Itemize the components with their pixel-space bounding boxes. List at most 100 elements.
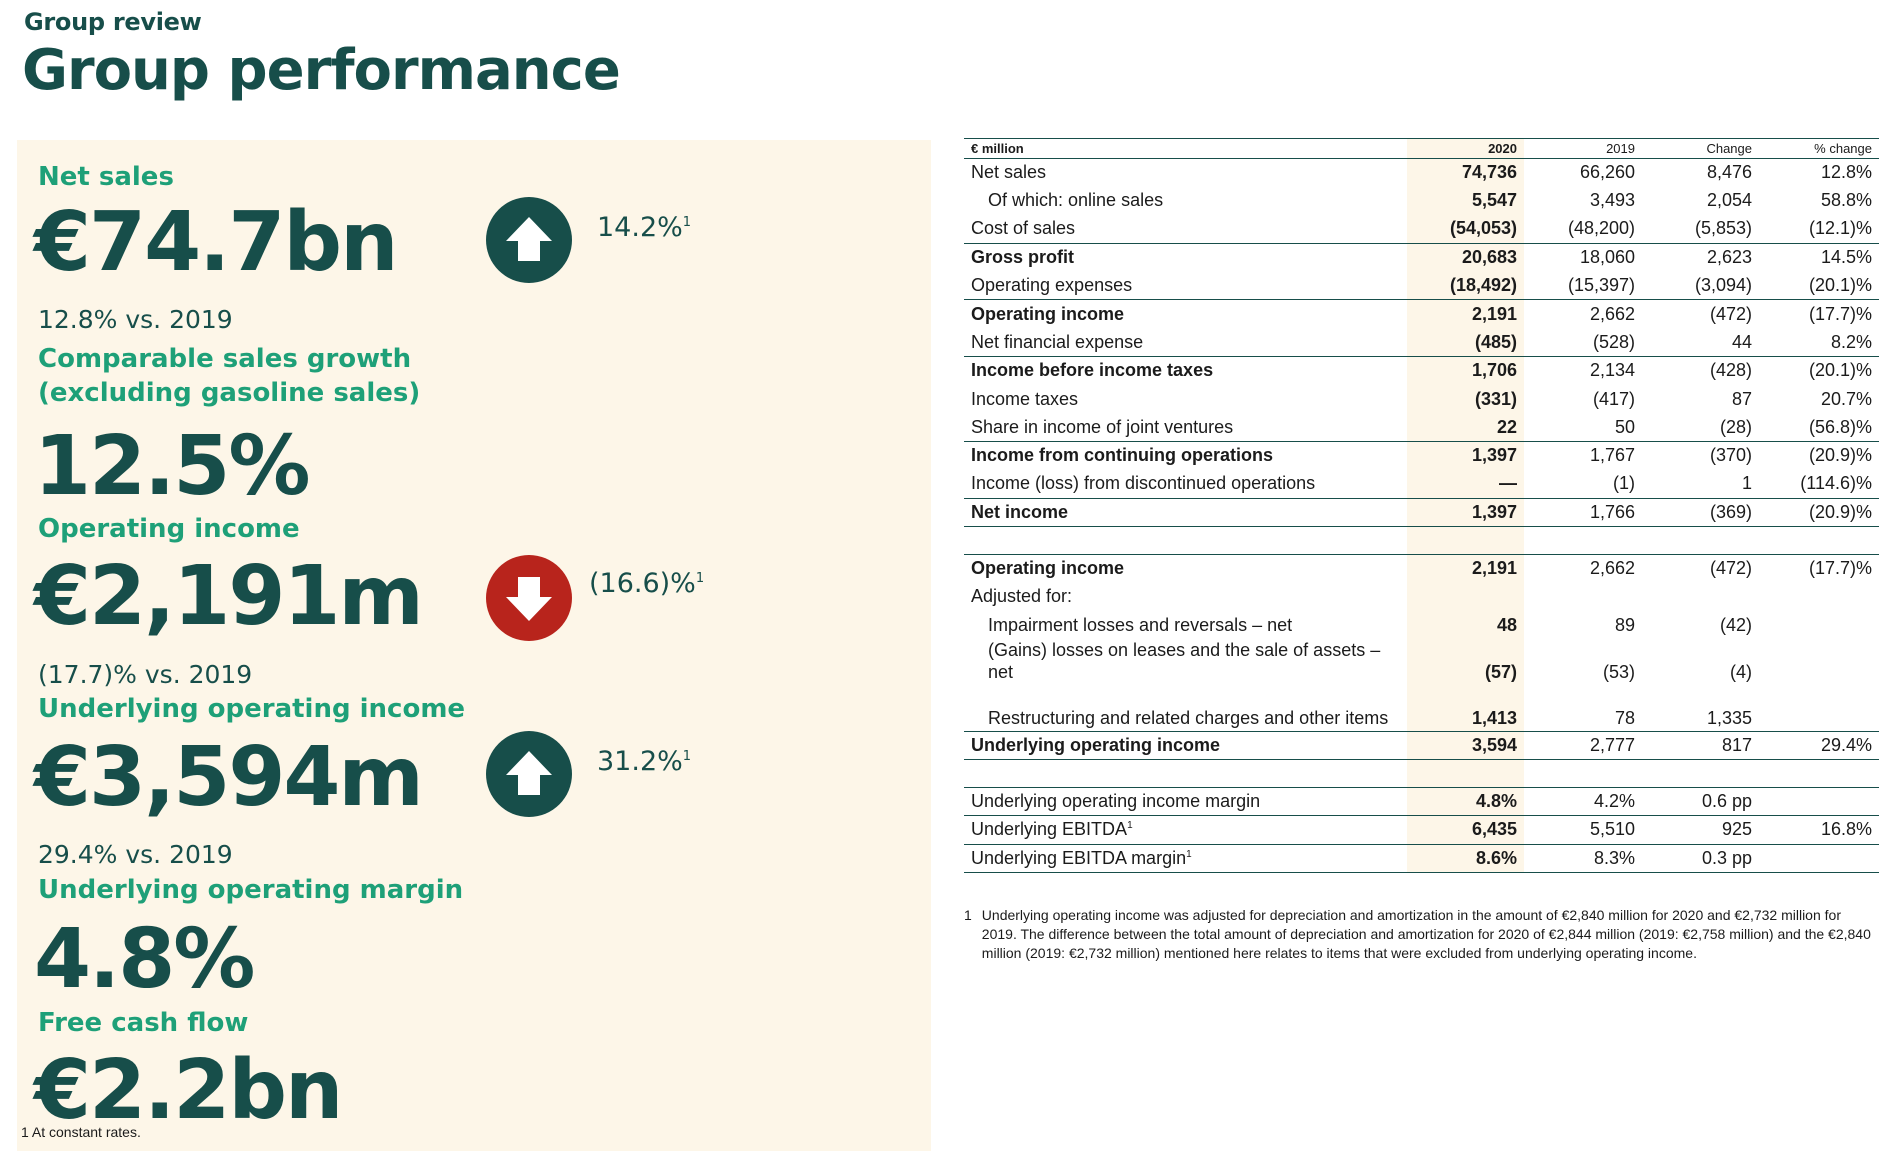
underlying-oi-change-value: 31.2% (597, 746, 683, 777)
cell-change: 0.6 pp (1642, 787, 1759, 817)
net-sales-change: 14.2%1 (597, 212, 691, 243)
header-pct-change: % change (1759, 138, 1879, 159)
page-title: Group performance (22, 38, 621, 103)
fcf-value: €2.2bn (34, 1043, 343, 1138)
comparable-value: 12.5% (34, 419, 310, 514)
cell-2020: (485) (1407, 328, 1524, 358)
table-header-row: € million 2020 2019 Change % change (964, 138, 1879, 159)
cell-2019: 2,662 (1589, 303, 1635, 324)
cell-pct: (17.7)% (1808, 303, 1872, 324)
arrow-up-icon (486, 731, 572, 817)
cell-2020: 74,736 (1407, 158, 1524, 187)
row-label: Net income (964, 498, 1407, 527)
cell-2019: 1,767 (1589, 445, 1635, 466)
table-row: Net sales 74,736 66,260 8,476 12.8% (964, 158, 1879, 187)
table-row: Share in income of joint ventures 22 50 … (964, 413, 1879, 442)
table-footnote-text: Underlying operating income was adjusted… (981, 907, 1871, 961)
kpi-footnote: 1 At constant rates. (21, 1124, 141, 1140)
kpi-panel: Net sales €74.7bn 14.2%1 12.8% vs. 2019 … (17, 140, 931, 1151)
row-label-text: Underlying EBITDA (971, 819, 1128, 840)
cell-pct: (12.1)% (1759, 215, 1879, 244)
operating-income-change-note: 1 (695, 571, 705, 586)
cell-2019: 3,493 (1589, 190, 1635, 211)
operating-income-sub: (17.7)% vs. 2019 (38, 660, 253, 689)
table-row: Underlying operating income 3,594 2,777 … (964, 731, 1879, 761)
row-label: Underlying operating income margin (964, 787, 1407, 817)
row-footnote-ref: 1 (1186, 848, 1192, 860)
cell-2019: (417) (1592, 388, 1635, 409)
net-sales-change-note: 1 (682, 215, 692, 230)
cell-2019 (1524, 583, 1642, 611)
net-sales-change-value: 14.2% (597, 212, 683, 243)
cell-2020: 1,706 (1407, 356, 1524, 385)
cell-change: (472) (1709, 303, 1752, 324)
cell-2020: 20,683 (1407, 243, 1524, 272)
cell-change: 87 (1731, 388, 1752, 409)
cell-pct: (17.7)% (1808, 558, 1872, 579)
cell-pct: (20.1)% (1759, 271, 1879, 301)
cell-2019: 4.2% (1524, 787, 1642, 817)
row-label: (Gains) losses on leases and the sale of… (988, 640, 1381, 683)
cell-pct (1759, 844, 1879, 873)
operating-income-value: €2,191m (34, 549, 424, 644)
cell-2020: (331) (1407, 384, 1524, 414)
cell-pct: 29.4% (1759, 731, 1879, 761)
cell-2020 (1407, 582, 1524, 611)
cell-change: (42) (1719, 614, 1752, 635)
cell-pct (1759, 685, 1879, 732)
row-label: Adjusted for: (971, 586, 1073, 607)
underlying-margin-label: Underlying operating margin (38, 875, 464, 905)
cell-change: (428) (1709, 360, 1752, 381)
cell-2020: 8.6% (1407, 844, 1524, 873)
table-row: Operating income 2,191 2,662 (472) (17.7… (964, 554, 1879, 583)
underlying-oi-label: Underlying operating income (38, 694, 466, 724)
cell-2019: 78 (1524, 685, 1642, 732)
header-label: € million (964, 138, 1407, 159)
table-row: Income (loss) from discontinued operatio… (964, 469, 1879, 499)
table-row: Income taxes (331) (417) 87 20.7% (964, 384, 1879, 414)
cell-change: (3,094) (1642, 271, 1759, 301)
row-footnote-ref: 1 (1127, 820, 1133, 832)
cell-change: 1 (1642, 469, 1759, 499)
cell-2020: 3,594 (1407, 731, 1524, 761)
cell-change: (472) (1709, 558, 1752, 579)
cell-2019: (48,200) (1524, 215, 1642, 244)
cell-change: (4) (1730, 662, 1752, 683)
cell-2020: — (1407, 469, 1524, 499)
cell-pct: 58.8% (1820, 190, 1872, 211)
row-label: Net financial expense (964, 328, 1407, 358)
header-2019: 2019 (1524, 138, 1642, 159)
arrow-up-icon (486, 197, 572, 283)
row-label: Of which: online sales (988, 190, 1164, 211)
cell-2020: 22 (1407, 413, 1524, 442)
header-change: Change (1642, 138, 1759, 159)
cell-2020: (18,492) (1407, 271, 1524, 301)
cell-pct: (20.1)% (1808, 360, 1872, 381)
table-row: Underlying EBITDA margin1 8.6% 8.3% 0.3 … (964, 844, 1879, 873)
table-row: Gross profit 20,683 18,060 2,623 14.5% (964, 243, 1879, 272)
cell-2020: 2,191 (1407, 299, 1524, 329)
row-label-text: Underlying EBITDA margin (971, 847, 1187, 868)
underlying-oi-value: €3,594m (34, 730, 424, 825)
table-row: Net financial expense (485) (528) 44 8.2… (964, 328, 1879, 358)
cell-change: (5,853) (1642, 215, 1759, 244)
row-label: Income (loss) from discontinued operatio… (964, 469, 1407, 499)
cell-2020: (54,053) (1407, 215, 1524, 244)
cell-change: (369) (1642, 498, 1759, 527)
cell-change: 2,623 (1706, 247, 1752, 268)
table-row: Impairment losses and reversals – net 48… (964, 610, 1879, 640)
table-row: (Gains) losses on leases and the sale of… (964, 639, 1879, 686)
table-row: Income before income taxes 1,706 2,134 (… (964, 356, 1879, 385)
cell-change (1642, 583, 1759, 611)
cell-change: (28) (1642, 413, 1759, 442)
row-label: Underlying EBITDA1 (964, 815, 1407, 845)
cell-2020: 48 (1407, 610, 1524, 640)
table-row: Net income 1,397 1,766 (369) (20.9)% (964, 498, 1879, 527)
row-label: Underlying operating income (964, 731, 1407, 761)
header-2020: 2020 (1407, 138, 1524, 159)
operating-income-label: Operating income (38, 514, 300, 544)
cell-change: 0.3 pp (1642, 844, 1759, 873)
row-label: Operating income (971, 303, 1125, 324)
cell-2020: 1,413 (1407, 685, 1524, 732)
row-label: Income from continuing operations (971, 445, 1274, 466)
